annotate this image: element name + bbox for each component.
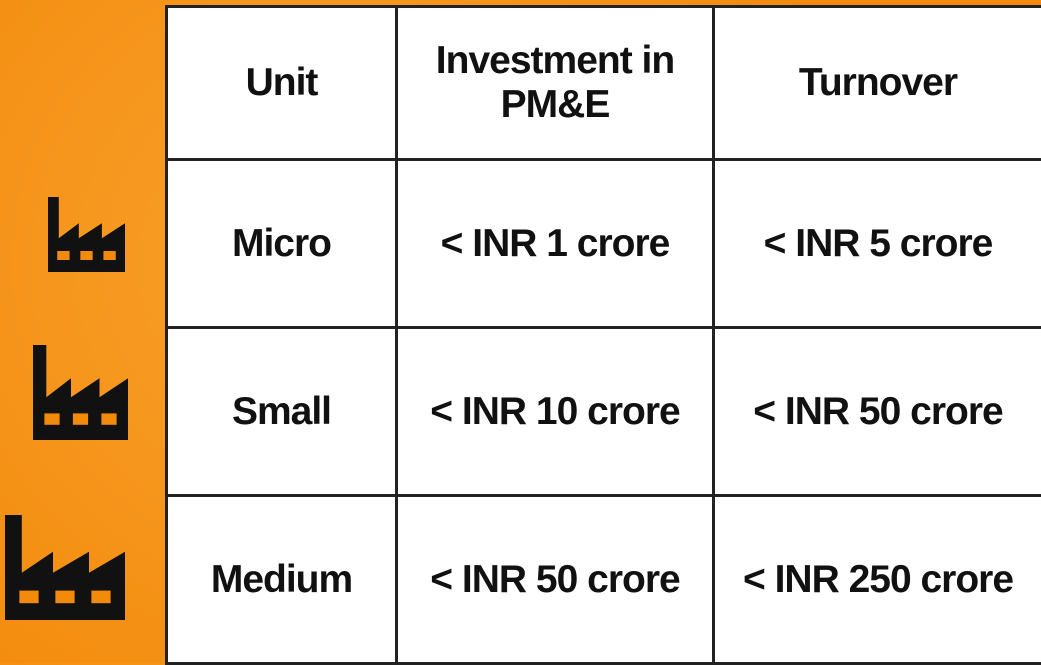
table-cell: < INR 50 crore xyxy=(714,328,1041,496)
table-row: Small< INR 10 crore< INR 50 crore xyxy=(167,328,1041,496)
factory-icons xyxy=(0,0,165,663)
header-cell: Unit xyxy=(167,7,397,160)
table-cell: Medium xyxy=(167,496,397,664)
header-cell: Turnover xyxy=(714,7,1041,160)
table-cell: Micro xyxy=(167,160,397,328)
table-cell: < INR 50 crore xyxy=(397,496,714,664)
table-cell: < INR 10 crore xyxy=(397,328,714,496)
factory-icon xyxy=(48,197,125,272)
table-row: Micro< INR 1 crore< INR 5 crore xyxy=(167,160,1041,328)
header-cell: Investment in PM&E xyxy=(397,7,714,160)
table-cell: < INR 1 crore xyxy=(397,160,714,328)
table-row: Medium< INR 50 crore< INR 250 crore xyxy=(167,496,1041,664)
table-cell: Small xyxy=(167,328,397,496)
table-cell: < INR 5 crore xyxy=(714,160,1041,328)
factory-icon xyxy=(5,515,125,620)
table-cell: < INR 250 crore xyxy=(714,496,1041,664)
factory-icon xyxy=(33,345,128,440)
